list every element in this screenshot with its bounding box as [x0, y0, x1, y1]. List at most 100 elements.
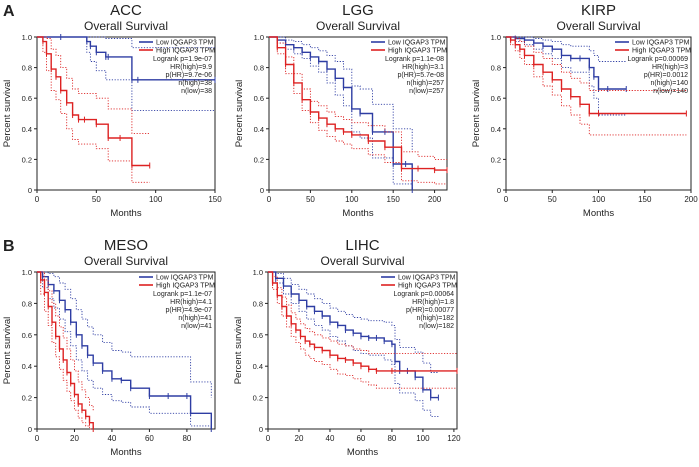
panel-label-b: B — [3, 238, 15, 255]
ci-lower-line — [268, 271, 457, 389]
x-tick-label: 0 — [267, 195, 272, 204]
legend-label: Low IQGAP3 TPM — [632, 40, 690, 47]
ci-upper-line — [37, 271, 94, 411]
y-tick-label: 1.0 — [254, 33, 264, 42]
x-axis-label: Months — [342, 208, 373, 219]
x-tick-label: 0 — [35, 195, 40, 204]
x-tick-label: 50 — [548, 195, 557, 204]
stats-line: n(high)=140 — [650, 80, 688, 87]
y-tick-label: 0.2 — [253, 394, 263, 403]
x-tick-label: 50 — [306, 195, 315, 204]
plot-frame — [36, 271, 216, 430]
legend-label: High IQGAP3 TPM — [388, 48, 447, 55]
x-tick-label: 40 — [107, 434, 116, 443]
y-tick-label: 0.4 — [22, 362, 32, 371]
plot-frame — [267, 271, 458, 430]
stats-line: HR(high)=1.8 — [412, 299, 454, 306]
ci-lower-line — [37, 271, 94, 430]
x-tick-label: 80 — [387, 434, 396, 443]
y-axis-label: Percent survival — [471, 80, 482, 148]
stats-line: Logrank p=0.00064 — [393, 291, 454, 298]
x-axis-label: Months — [110, 208, 141, 219]
x-tick-label: 100 — [345, 195, 359, 204]
y-tick-label: 0.2 — [22, 155, 32, 164]
y-tick-label: 0 — [497, 186, 501, 195]
chart-cancer-label: KIRP — [581, 2, 616, 19]
y-tick-label: 0.6 — [253, 331, 263, 340]
x-tick-label: 20 — [70, 434, 79, 443]
legend-label: High IQGAP3 TPM — [156, 283, 215, 290]
y-tick-label: 0.6 — [22, 94, 32, 103]
series-high — [37, 271, 94, 432]
stats-line: p(HR)=4.9e-07 — [166, 307, 213, 314]
x-tick-label: 0 — [35, 434, 40, 443]
x-tick-label: 40 — [326, 434, 335, 443]
ci-lower-line — [37, 36, 215, 111]
y-axis-label: Percent survival — [233, 317, 244, 385]
x-tick-label: 120 — [447, 434, 461, 443]
plot-frame — [268, 36, 448, 191]
y-tick-label: 0 — [28, 186, 32, 195]
x-tick-label: 60 — [145, 434, 154, 443]
x-tick-label: 0 — [504, 195, 509, 204]
legend-label: High IQGAP3 TPM — [156, 48, 215, 55]
chart-cancer-label: LGG — [342, 2, 374, 19]
survival-line — [37, 271, 94, 429]
ci-upper-line — [268, 271, 439, 373]
stats-line: HR(high)=9.9 — [170, 64, 212, 71]
ci-lower-line — [506, 36, 687, 136]
stats-line: n(high)=41 — [178, 315, 212, 322]
chart-cancer-label: LIHC — [345, 237, 379, 254]
stats-line: Logrank p=1.9e-07 — [153, 56, 212, 63]
stats-line: HR(high)=3.1 — [402, 64, 444, 71]
y-tick-label: 0.2 — [491, 155, 501, 164]
x-tick-label: 50 — [92, 195, 101, 204]
chart-title: Overall Survival — [84, 19, 168, 33]
chart-title: Overall Survival — [316, 19, 400, 33]
y-tick-label: 0.8 — [254, 64, 264, 73]
stats-line: n(high)=257 — [406, 80, 444, 87]
legend-label: Low IQGAP3 TPM — [388, 40, 446, 47]
y-tick-label: 0.4 — [254, 125, 264, 134]
legend-label: Low IQGAP3 TPM — [398, 275, 456, 282]
y-tick-label: 0 — [259, 425, 263, 434]
survival-line — [37, 36, 150, 167]
panel-label-a: A — [3, 3, 15, 20]
stats-line: Logrank p=1.1e-08 — [385, 56, 444, 63]
y-tick-label: 0.8 — [22, 299, 32, 308]
x-tick-label: 200 — [428, 195, 442, 204]
y-tick-label: 0.6 — [22, 331, 32, 340]
y-tick-label: 1.0 — [491, 33, 501, 42]
stats-line: Logrank p=0.00069 — [627, 56, 688, 63]
x-tick-label: 100 — [149, 195, 163, 204]
y-tick-label: 0.8 — [491, 64, 501, 73]
ci-upper-line — [506, 36, 627, 62]
chart-title: Overall Survival — [84, 254, 168, 268]
stats-line: p(HR)=9.7e-06 — [166, 72, 213, 79]
y-tick-label: 1.0 — [253, 268, 263, 277]
legend-label: High IQGAP3 TPM — [398, 283, 457, 290]
series-high — [506, 36, 687, 136]
stats-line: n(low)=38 — [181, 88, 212, 95]
stats-line: p(HR)=0.00077 — [406, 307, 454, 314]
ci-upper-line — [37, 271, 212, 398]
series-high — [268, 271, 458, 389]
legend-label: High IQGAP3 TPM — [632, 48, 691, 55]
plot-frame — [36, 36, 216, 191]
ci-upper-line — [37, 36, 150, 134]
stats-line: n(low)=257 — [409, 88, 444, 95]
y-tick-label: 0.2 — [254, 155, 264, 164]
chart-cancer-label: MESO — [104, 237, 148, 254]
series-low — [37, 34, 216, 111]
x-axis-label: Months — [110, 447, 141, 458]
y-tick-label: 0.4 — [22, 125, 32, 134]
stats-line: p(HR)=5.7e-08 — [398, 72, 445, 79]
x-tick-label: 100 — [416, 434, 430, 443]
